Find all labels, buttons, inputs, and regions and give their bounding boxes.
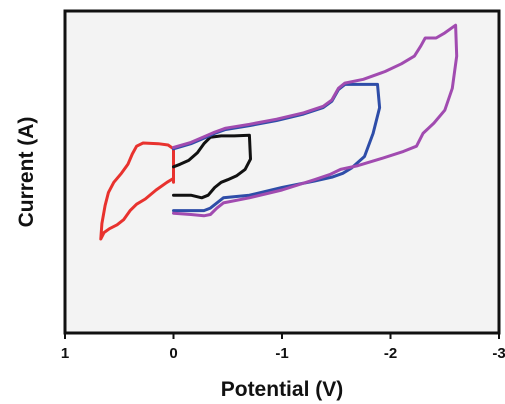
x-axis-ticks: 1 0 -1 -2 -3 <box>61 333 505 362</box>
series-line-4 <box>172 23 459 218</box>
x-tick-label: -2 <box>384 345 397 362</box>
series-layer <box>99 23 459 241</box>
x-tick-label: -3 <box>492 345 505 362</box>
x-tick-label: 0 <box>169 345 177 362</box>
x-axis-title: Potential (V) <box>221 378 344 401</box>
x-tick-label: -1 <box>275 345 288 362</box>
plot-area <box>65 11 499 333</box>
series-line-2 <box>172 133 252 200</box>
y-axis-title: Current (A) <box>15 117 38 228</box>
x-tick-label: 1 <box>61 345 69 362</box>
series-line-1 <box>99 141 175 241</box>
